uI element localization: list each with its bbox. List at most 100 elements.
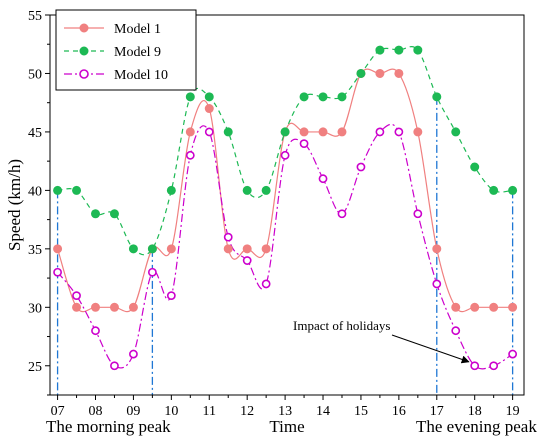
data-point-s3-18 (394, 127, 404, 137)
data-point-s1-4 (128, 302, 138, 312)
y-axis-title: Speed (km/h) (5, 159, 24, 251)
plot-frame (49, 14, 525, 396)
y-axis-ticks: 25 30 35 40 45 50 55 (28, 9, 50, 396)
x-tick-label-9: 16 (392, 404, 406, 419)
data-point-s3-13 (299, 139, 309, 149)
data-point-s3-23 (489, 361, 499, 371)
data-point-s1-11 (261, 244, 271, 254)
data-point-s1-20 (432, 244, 442, 254)
legend-box (55, 9, 197, 91)
y-tick-label-4: 45 (28, 126, 42, 141)
data-point-s1-2 (91, 302, 101, 312)
data-point-s2-20 (432, 92, 442, 102)
data-point-s3-7 (185, 150, 195, 160)
data-point-s1-0 (53, 244, 63, 254)
data-point-s3-14 (318, 174, 328, 184)
x-tick-label-8: 15 (354, 404, 368, 419)
data-point-s1-7 (185, 127, 195, 137)
data-point-s3-12 (280, 150, 290, 160)
data-point-s2-2 (91, 209, 101, 219)
data-point-s1-21 (451, 302, 461, 312)
data-point-s2-0 (53, 185, 63, 195)
x-tick-label-5: 12 (240, 404, 254, 419)
legend-label-3: Model 10 (114, 68, 168, 83)
x-tick-label-0: 07 (51, 404, 65, 419)
data-point-s2-22 (470, 162, 480, 172)
legend-marker-2 (79, 46, 89, 56)
data-point-s2-18 (394, 45, 404, 55)
data-point-s2-11 (261, 185, 271, 195)
x-axis-ticks: 07 08 09 10 11 12 13 14 15 16 17 18 19 (51, 395, 520, 419)
data-point-s1-6 (166, 244, 176, 254)
x-tick-label-10: 17 (430, 404, 444, 419)
holidays-annotation: Impact of holidays (293, 318, 390, 333)
data-point-s1-24 (508, 302, 518, 312)
y-tick-label-0: 25 (28, 360, 42, 375)
y-tick-label-2: 35 (28, 243, 42, 258)
data-point-s2-7 (185, 92, 195, 102)
data-point-s1-15 (337, 127, 347, 137)
data-point-s1-22 (470, 302, 480, 312)
series-points (53, 45, 518, 371)
y-tick-label-5: 50 (28, 67, 42, 82)
x-tick-label-11: 18 (468, 404, 482, 419)
data-point-s3-0 (53, 267, 62, 277)
x-tick-label-4: 11 (203, 404, 216, 419)
data-point-s3-9 (223, 232, 233, 242)
data-point-s2-16 (356, 68, 366, 78)
data-point-s1-19 (413, 127, 423, 137)
legend-marker-1 (79, 23, 89, 33)
y-tick-label-3: 40 (28, 184, 42, 199)
data-point-s1-13 (299, 127, 309, 137)
data-point-s3-22 (470, 361, 480, 371)
data-point-s2-5 (147, 244, 157, 254)
data-point-s1-8 (204, 104, 214, 114)
data-point-s1-14 (318, 127, 328, 137)
x-tick-label-2: 09 (126, 404, 140, 419)
data-point-s3-6 (166, 291, 176, 301)
x-axis-title: Time (269, 417, 304, 436)
data-point-s1-23 (489, 302, 499, 312)
data-point-s3-1 (72, 291, 81, 301)
legend: Model 1 Model 9 Model 10 (55, 9, 197, 91)
data-point-s2-21 (451, 127, 461, 137)
data-point-s2-4 (128, 244, 138, 254)
series-line-1 (57, 68, 513, 313)
x-tick-label-6: 13 (278, 404, 292, 419)
data-point-s3-19 (413, 209, 423, 219)
data-point-s3-8 (204, 127, 214, 137)
legend-marker-3 (79, 69, 89, 79)
data-point-s3-3 (110, 361, 119, 371)
data-point-s1-18 (394, 68, 404, 78)
data-point-s2-14 (318, 92, 328, 102)
y-tick-label-1: 30 (28, 301, 42, 316)
y-tick-label-6: 55 (28, 9, 42, 24)
data-point-s2-13 (299, 92, 309, 102)
data-point-s2-3 (109, 209, 119, 219)
reference-lines (56, 96, 514, 395)
series-lines (57, 46, 513, 370)
data-point-s2-12 (280, 127, 290, 137)
data-point-s2-9 (223, 127, 233, 137)
data-point-s3-21 (451, 326, 461, 336)
x-tick-label-7: 14 (316, 404, 330, 419)
legend-label-2: Model 9 (114, 45, 161, 60)
data-point-s2-23 (489, 185, 499, 195)
data-point-s2-6 (166, 185, 176, 195)
data-point-s3-11 (261, 279, 271, 289)
data-point-s1-9 (223, 244, 233, 254)
x-tick-label-1: 08 (89, 404, 103, 419)
data-point-s2-24 (508, 185, 518, 195)
x-tick-label-3: 10 (164, 404, 178, 419)
data-point-s3-20 (432, 279, 442, 289)
x-tick-label-12: 19 (506, 404, 520, 419)
data-point-s1-10 (242, 244, 252, 254)
data-point-s3-15 (337, 209, 347, 219)
data-point-s3-2 (91, 326, 100, 336)
data-point-s2-15 (337, 92, 347, 102)
legend-label-1: Model 1 (114, 22, 161, 37)
holidays-arrow (391, 334, 470, 364)
data-point-s3-16 (356, 162, 366, 172)
data-point-s3-17 (375, 127, 385, 137)
